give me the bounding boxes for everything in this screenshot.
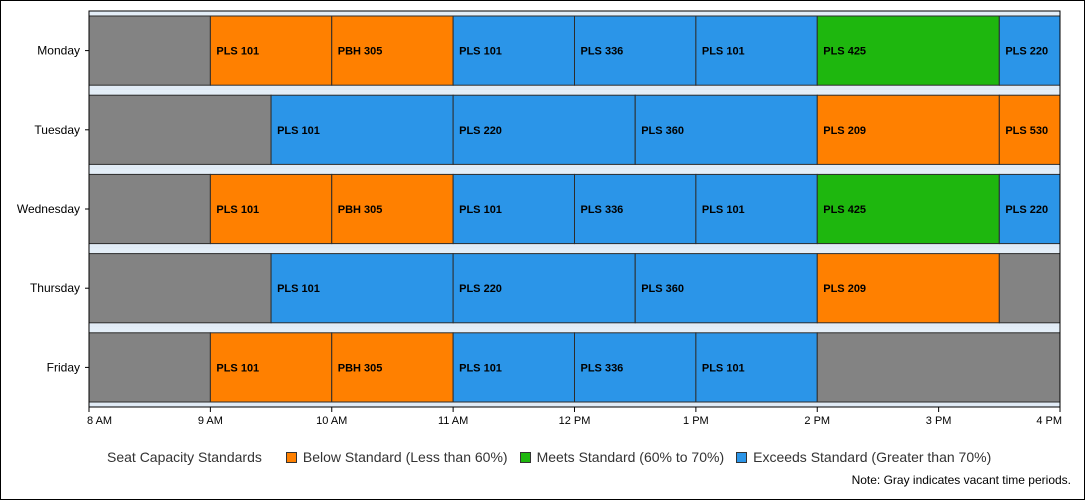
x-tick-label: 3 PM: [926, 415, 952, 427]
vacant-note: Note: Gray indicates vacant time periods…: [851, 473, 1071, 487]
bar-segment-meets: [816, 15, 1000, 86]
x-tick-label: 11 AM: [438, 415, 468, 427]
bar-segment-exceeds: [270, 253, 454, 324]
bar-segment-below: [331, 15, 454, 86]
bar-segment-below: [209, 173, 333, 245]
segment-label: PLS 209: [823, 283, 866, 295]
day-label: Tuesday: [34, 123, 80, 137]
segment-label: PLS 425: [823, 46, 866, 58]
segment-label: PBH 305: [338, 362, 383, 374]
legend-label-below: Below Standard (Less than 60%): [302, 449, 508, 465]
bar-segment-exceeds: [574, 173, 697, 245]
bar-segment-below: [816, 253, 1000, 324]
x-tick-label: 1 PM: [683, 415, 709, 427]
segment-label: PLS 101: [216, 46, 259, 58]
bar-segment-below: [998, 94, 1061, 165]
x-tick-label: 12 PM: [559, 415, 591, 427]
segment-label: PLS 530: [1005, 125, 1048, 137]
bar-segment-vacant: [88, 332, 211, 403]
segment-label: PLS 101: [216, 362, 259, 374]
day-label: Thursday: [30, 281, 80, 295]
segment-label: PLS 220: [459, 283, 502, 295]
legend-item-meets: Meets Standard (60% to 70%): [519, 449, 725, 465]
legend-swatch-exceeds: [736, 451, 748, 463]
segment-label: PLS 360: [641, 125, 684, 137]
bar-segment-below: [331, 173, 454, 245]
day-label: Wednesday: [17, 202, 80, 216]
bar-segment-exceeds: [634, 253, 818, 324]
x-tick-label: 4 PM: [1036, 415, 1062, 427]
segment-label: PLS 101: [702, 204, 745, 216]
legend-item-exceeds: Exceeds Standard (Greater than 70%): [736, 449, 991, 465]
x-tick-label: 2 PM: [804, 415, 830, 427]
bar-segment-meets: [816, 173, 1000, 245]
bar-segment-below: [816, 94, 1000, 165]
bar-segment-exceeds: [998, 173, 1061, 245]
segment-label: PLS 101: [459, 362, 502, 374]
segment-label: PBH 305: [338, 204, 383, 216]
legend-title: Seat Capacity Standards: [107, 449, 262, 465]
segment-label: PLS 101: [216, 204, 259, 216]
segment-label: PLS 101: [277, 283, 320, 295]
x-tick-label: 8 AM: [87, 415, 112, 427]
legend-item-below: Below Standard (Less than 60%): [285, 449, 508, 465]
segment-label: PBH 305: [338, 46, 383, 58]
bar-segment-exceeds: [695, 15, 818, 86]
segment-label: PLS 101: [459, 46, 502, 58]
bar-segment-exceeds: [634, 94, 818, 165]
segment-label: PLS 425: [823, 204, 866, 216]
x-tick-label: 10 AM: [316, 415, 347, 427]
bar-segment-vacant: [88, 15, 211, 86]
segment-label: PLS 101: [702, 46, 745, 58]
legend-label-meets: Meets Standard (60% to 70%): [536, 449, 725, 465]
bar-segment-exceeds: [695, 173, 818, 245]
bar-segment-vacant: [998, 253, 1061, 324]
x-tick-label: 9 AM: [198, 415, 223, 427]
bar-segment-exceeds: [452, 94, 636, 165]
bar-segment-exceeds: [574, 15, 697, 86]
legend-label-exceeds: Exceeds Standard (Greater than 70%): [753, 449, 992, 465]
bar-segment-vacant: [88, 94, 272, 165]
segment-label: PLS 220: [1005, 204, 1048, 216]
segment-label: PLS 101: [702, 362, 745, 374]
bar-segment-exceeds: [452, 15, 575, 86]
legend-swatch-below: [285, 451, 297, 463]
bar-segment-exceeds: [695, 332, 818, 403]
bar-segment-exceeds: [452, 332, 575, 403]
segment-label: PLS 336: [581, 46, 624, 58]
segment-label: PLS 336: [581, 362, 624, 374]
day-label: Friday: [47, 360, 80, 374]
segment-label: PLS 220: [1005, 46, 1048, 58]
segment-label: PLS 220: [459, 125, 502, 137]
segment-label: PLS 101: [277, 125, 320, 137]
bar-segment-exceeds: [998, 15, 1061, 86]
bar-segment-vacant: [816, 332, 1061, 403]
bar-segment-exceeds: [574, 332, 697, 403]
bar-segment-vacant: [88, 173, 211, 245]
segment-label: PLS 360: [641, 283, 684, 295]
timeline-chart: PLS 101 PBH 305 PLS 101 PLS 336 PLS 101 PLS 4…: [17, 10, 1062, 427]
legend-swatch-meets: [519, 451, 531, 463]
segment-label: PLS 101: [459, 204, 502, 216]
bar-segment-exceeds: [270, 94, 454, 165]
legend: Seat Capacity Standards Below Standard (…: [107, 447, 1003, 467]
segment-label: PLS 209: [823, 125, 866, 137]
day-label: Monday: [37, 44, 80, 58]
bar-segment-vacant: [88, 253, 272, 324]
segment-label: PLS 336: [581, 204, 624, 216]
